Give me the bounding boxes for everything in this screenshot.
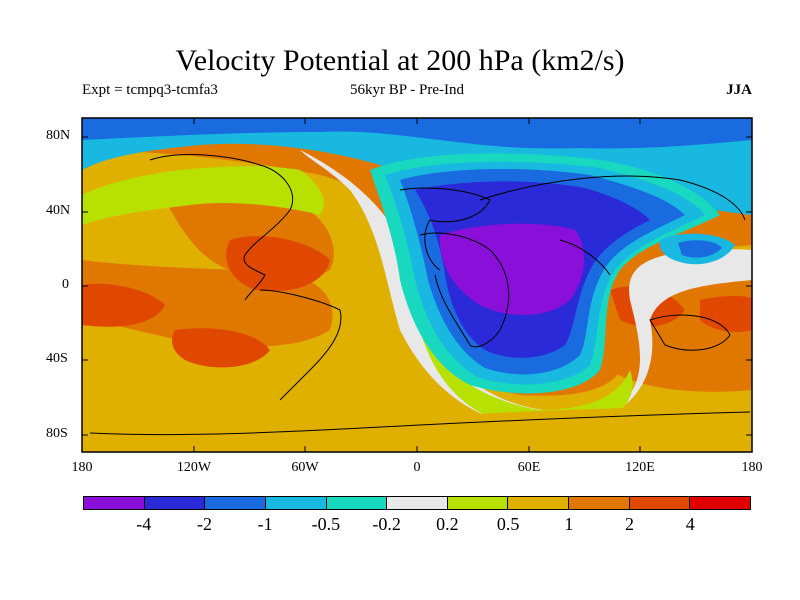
- colorbar-label: 0.5: [496, 514, 520, 534]
- lat-label: 80S: [46, 426, 68, 441]
- experiment-label: Expt = tcmpq3-tcmfa3: [82, 82, 218, 98]
- lon-label: 180: [71, 460, 93, 475]
- colorbar-swatch: [387, 497, 448, 509]
- colorbar: [83, 496, 751, 510]
- lon-label: 180: [741, 460, 763, 475]
- colorbar-swatch: [144, 497, 206, 509]
- colorbar-swatch: [629, 497, 691, 509]
- colorbar-swatch: [569, 497, 630, 509]
- coastlines: [89, 154, 751, 436]
- filled-contours: [82, 118, 752, 452]
- colorbar-swatch: [205, 497, 266, 509]
- colorbar-label: 0.2: [436, 514, 459, 534]
- lon-label: 0: [413, 460, 421, 475]
- lon-label: 60W: [291, 460, 319, 475]
- chart-title: Velocity Potential at 200 hPa (km2/s): [175, 44, 625, 77]
- colorbar-label: -1: [257, 514, 273, 534]
- colorbar-swatch: [326, 497, 388, 509]
- colorbar-swatch: [447, 497, 509, 509]
- season-label: JJA: [726, 82, 752, 98]
- lat-label: 40S: [46, 351, 68, 366]
- colorbar-label: -0.2: [372, 514, 401, 534]
- colorbar-label: -4: [136, 514, 152, 534]
- lon-label: 120W: [176, 460, 212, 475]
- lon-label: 60E: [517, 460, 541, 475]
- colorbar-swatch: [84, 497, 145, 509]
- colorbar-swatch: [690, 497, 751, 509]
- colorbar-swatch: [265, 497, 327, 509]
- colorbar-label: -2: [196, 514, 212, 534]
- period-label: 56kyr BP - Pre-Ind: [350, 82, 465, 98]
- lon-label: 120E: [625, 460, 655, 475]
- colorbar-label: -0.5: [311, 514, 341, 534]
- lat-label: 80N: [46, 128, 71, 143]
- colorbar-label: 2: [625, 514, 635, 534]
- colorbar-swatch: [508, 497, 570, 509]
- axis-ticks: [82, 118, 752, 452]
- lat-label: 0: [62, 277, 69, 292]
- lat-label: 40N: [46, 203, 71, 218]
- colorbar-label: 4: [685, 514, 695, 534]
- colorbar-label: 1: [564, 514, 574, 534]
